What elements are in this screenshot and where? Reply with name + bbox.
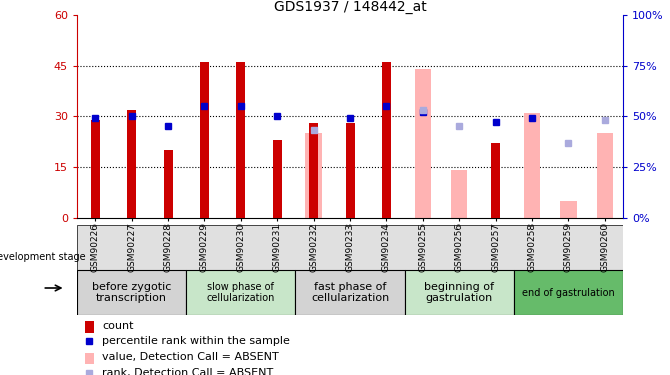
Bar: [309, 123, 318, 218]
Bar: [186, 270, 295, 315]
Bar: [514, 270, 623, 315]
Text: GSM90232: GSM90232: [309, 223, 318, 272]
Bar: [382, 62, 391, 217]
Bar: [84, 321, 94, 333]
Text: GSM90229: GSM90229: [200, 223, 209, 272]
Bar: [273, 140, 282, 218]
Text: fast phase of
cellularization: fast phase of cellularization: [311, 282, 389, 303]
Bar: [295, 270, 405, 315]
Bar: [237, 62, 245, 217]
Text: GSM90233: GSM90233: [346, 223, 354, 272]
Bar: [405, 270, 514, 315]
Title: GDS1937 / 148442_at: GDS1937 / 148442_at: [274, 0, 426, 14]
Bar: [524, 113, 540, 218]
Text: count: count: [102, 321, 133, 331]
Bar: [84, 353, 94, 364]
Text: GSM90231: GSM90231: [273, 223, 282, 272]
Bar: [560, 201, 577, 217]
Bar: [451, 170, 468, 217]
Text: before zygotic
transcription: before zygotic transcription: [92, 282, 172, 303]
Text: GSM90258: GSM90258: [527, 223, 537, 272]
Text: GSM90230: GSM90230: [237, 223, 245, 272]
Text: GSM90260: GSM90260: [600, 223, 610, 272]
Text: GSM90259: GSM90259: [564, 223, 573, 272]
Text: value, Detection Call = ABSENT: value, Detection Call = ABSENT: [102, 352, 279, 362]
Text: rank, Detection Call = ABSENT: rank, Detection Call = ABSENT: [102, 368, 273, 375]
Bar: [491, 143, 500, 218]
Text: beginning of
gastrulation: beginning of gastrulation: [424, 282, 494, 303]
Text: development stage: development stage: [0, 252, 86, 261]
Text: slow phase of
cellularization: slow phase of cellularization: [206, 282, 275, 303]
Text: GSM90256: GSM90256: [455, 223, 464, 272]
Text: end of gastrulation: end of gastrulation: [522, 288, 615, 297]
Bar: [597, 133, 613, 218]
Text: GSM90228: GSM90228: [163, 223, 173, 272]
Bar: [306, 133, 322, 218]
Bar: [77, 225, 623, 270]
Bar: [415, 69, 431, 218]
Bar: [90, 120, 100, 218]
Text: GSM90226: GSM90226: [90, 223, 100, 272]
Bar: [163, 150, 173, 217]
Text: GSM90255: GSM90255: [418, 223, 427, 272]
Text: GSM90257: GSM90257: [491, 223, 500, 272]
Bar: [346, 123, 354, 218]
Bar: [77, 270, 186, 315]
Bar: [127, 110, 136, 218]
Bar: [200, 62, 209, 217]
Text: percentile rank within the sample: percentile rank within the sample: [102, 336, 289, 346]
Text: GSM90227: GSM90227: [127, 223, 136, 272]
Text: GSM90234: GSM90234: [382, 223, 391, 272]
